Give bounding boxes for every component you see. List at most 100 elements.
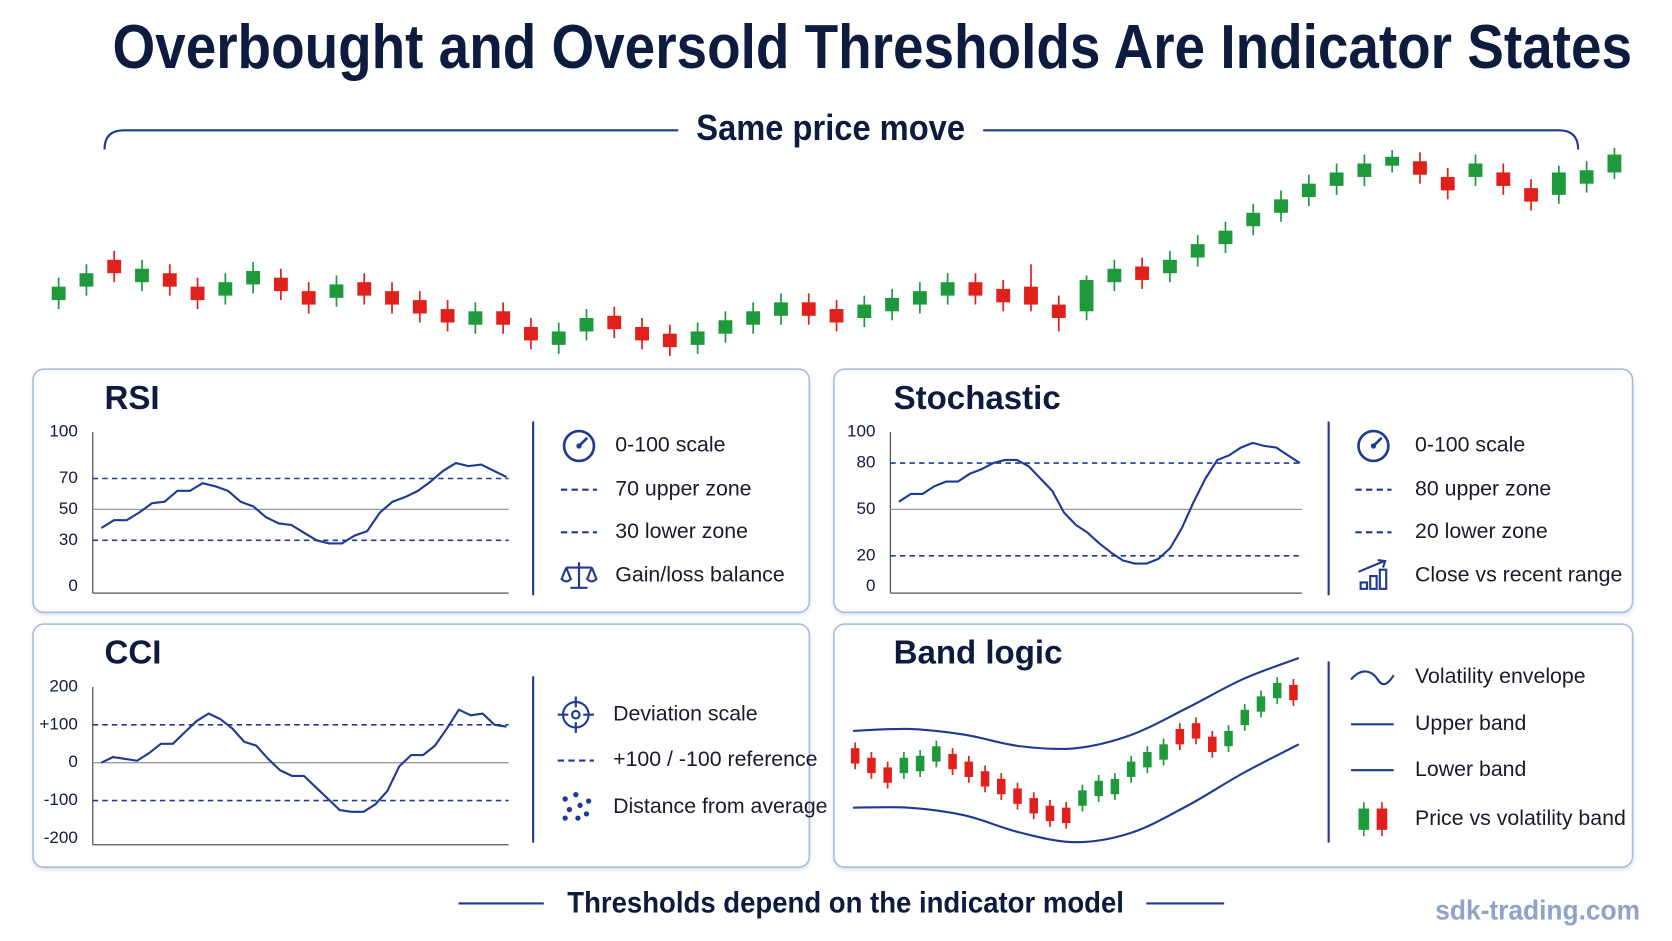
legend-label: 80 upper zone: [1415, 476, 1551, 500]
footer: Thresholds depend on the indicator model: [567, 886, 1124, 919]
candle-body: [883, 767, 892, 783]
candle-body: [690, 331, 705, 345]
panel: [32, 623, 811, 868]
candle-body: [801, 302, 816, 316]
candle-body: [1162, 259, 1177, 274]
candle-body: [940, 282, 955, 296]
legend-label: 0-100 scale: [1415, 433, 1525, 457]
candle-body: [1256, 696, 1266, 712]
candle-body: [1013, 788, 1022, 804]
candle-body: [968, 282, 983, 296]
y-tick-label: 50: [59, 499, 78, 518]
candle-body: [1126, 761, 1136, 777]
candle-body: [867, 757, 876, 774]
legend-label: Price vs volatility band: [1415, 806, 1626, 830]
panel: [833, 368, 1634, 614]
candle-body: [1078, 790, 1087, 806]
y-tick-label: 50: [856, 499, 875, 518]
candle-body: [246, 270, 261, 285]
title: Overbought and Oversold Thresholds Are I…: [112, 13, 1632, 82]
icon: [571, 709, 581, 720]
candle-body: [1110, 778, 1120, 795]
icon: [1369, 575, 1378, 590]
y-tick-label: +100: [39, 714, 77, 733]
candle-body: [329, 284, 344, 298]
candle-body: [997, 778, 1006, 795]
candle-body: [746, 311, 761, 325]
upper-band: [853, 656, 1300, 751]
candle-body: [551, 331, 566, 345]
icon: [585, 798, 592, 804]
candle-body: [1357, 163, 1372, 177]
bracket: [103, 129, 1580, 150]
candle-body: [1246, 212, 1261, 227]
y-tick-label: 30: [59, 530, 78, 549]
icon: [562, 796, 568, 802]
icon: [575, 815, 581, 821]
icon: [1358, 808, 1370, 830]
candle-body: [1143, 752, 1152, 768]
candle-body: [850, 748, 860, 764]
price-chart: [51, 147, 1622, 357]
y-tick-label: 100: [49, 422, 77, 441]
y-tick-label: 20: [856, 545, 875, 564]
candle-body: [440, 309, 455, 323]
candle-body: [1496, 172, 1511, 186]
candle-body: [301, 291, 316, 305]
y-tick-label: -200: [44, 828, 78, 847]
candle-body: [885, 297, 900, 312]
candle-body: [718, 320, 733, 334]
y-tick-label: 0: [68, 752, 77, 771]
candle-body: [1045, 805, 1055, 822]
candle-body: [1301, 183, 1316, 198]
candle-body: [1208, 736, 1217, 753]
candle-body: [774, 302, 788, 316]
icon: [1376, 808, 1388, 830]
candle-body: [1175, 728, 1185, 745]
candle-body: [1272, 682, 1282, 699]
indicator-line: [100, 461, 507, 545]
candle-body: [1159, 744, 1168, 760]
candle-body: [996, 288, 1011, 303]
candle-body: [1240, 709, 1250, 726]
candle-body: [915, 755, 925, 772]
candle-body: [1051, 304, 1066, 319]
icon: [1357, 429, 1390, 463]
indicator-panel: CCI 200 +100 0 -100 -200 Deviation scale +100 /…: [39, 635, 827, 847]
candle-body: [468, 311, 483, 325]
candle-body: [1385, 156, 1400, 166]
legend-label: 30 lower zone: [615, 519, 748, 543]
icon: [1350, 670, 1395, 686]
legend-label: Upper band: [1415, 711, 1526, 735]
panels: RSI 100 70 50 30 0 0-100 scale 70 upper zone 30 …: [39, 380, 1625, 847]
candle-body: [1094, 780, 1103, 797]
candle-body: [273, 277, 288, 292]
icon: [1378, 568, 1388, 590]
legend-label: Distance from average: [613, 794, 827, 818]
candle-body: [135, 268, 149, 283]
candle-body: [1329, 172, 1344, 186]
candle-body: [1029, 798, 1039, 814]
y-tick-label: 70: [59, 468, 78, 487]
candle-body: [1079, 279, 1094, 312]
panel-title: RSI: [105, 380, 160, 417]
lower-band: [853, 743, 1300, 844]
y-tick-label: 100: [847, 422, 875, 441]
candle-body: [79, 273, 94, 287]
candle-body: [1024, 286, 1038, 305]
panel: [32, 368, 811, 614]
legend-label: Gain/loss balance: [615, 563, 784, 587]
candle-body: [932, 746, 941, 762]
candle-body: [635, 326, 649, 341]
candle-body: [980, 771, 990, 787]
icon: [560, 562, 598, 589]
candle-body: [1224, 730, 1233, 747]
indicator-line: [898, 441, 1301, 565]
legend-label: +100 / -100 reference: [613, 747, 817, 771]
candle-body: [1191, 723, 1201, 739]
y-tick-label: 0: [866, 576, 875, 595]
icon: [1359, 581, 1369, 590]
subtitle: Same price move: [696, 107, 965, 148]
candle-body: [1579, 170, 1594, 184]
legend-label: Lower band: [1415, 757, 1526, 781]
